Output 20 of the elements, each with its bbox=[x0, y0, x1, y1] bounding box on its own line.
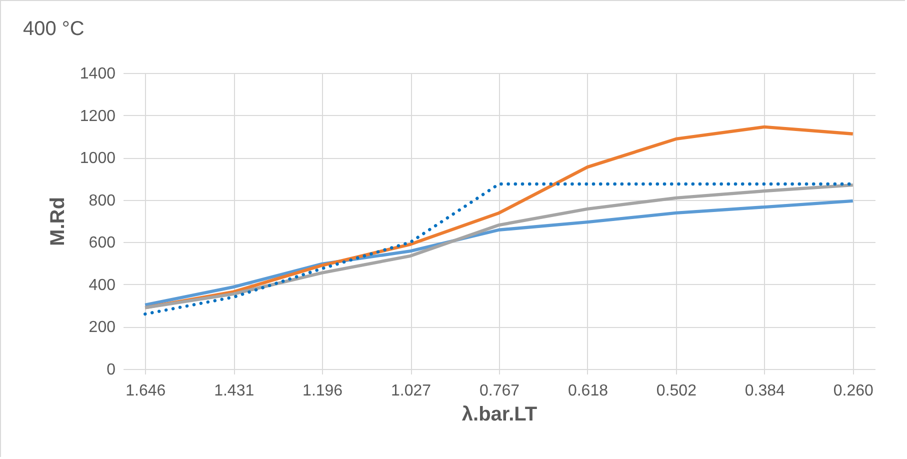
y-axis-title: M.Rd bbox=[46, 197, 69, 246]
x-tick-label: 1.196 bbox=[302, 382, 343, 400]
x-tick-label: 1.027 bbox=[391, 382, 432, 400]
x-tick-label: 0.767 bbox=[479, 382, 520, 400]
y-tick-label: 400 bbox=[88, 276, 116, 294]
x-tick-label: 0.384 bbox=[744, 382, 786, 400]
y-tick-label: 1400 bbox=[80, 66, 116, 82]
x-axis-title: λ.bar.LT bbox=[462, 404, 538, 426]
y-tick-label: 600 bbox=[88, 234, 116, 252]
chart-title: 400 °C bbox=[23, 18, 84, 40]
x-tick-label: 1.431 bbox=[214, 382, 254, 400]
x-tick-label: 0.502 bbox=[656, 382, 697, 400]
x-tick-label: 0.260 bbox=[833, 382, 874, 400]
y-tick-label: 1200 bbox=[80, 108, 116, 125]
y-tick-label: 800 bbox=[88, 192, 116, 210]
y-tick-label: 0 bbox=[106, 362, 116, 378]
y-tick-label: 1000 bbox=[80, 150, 116, 168]
y-tick-label: 200 bbox=[88, 319, 116, 336]
x-tick-label: 0.618 bbox=[568, 382, 608, 400]
x-tick-label: 1.646 bbox=[126, 382, 166, 400]
